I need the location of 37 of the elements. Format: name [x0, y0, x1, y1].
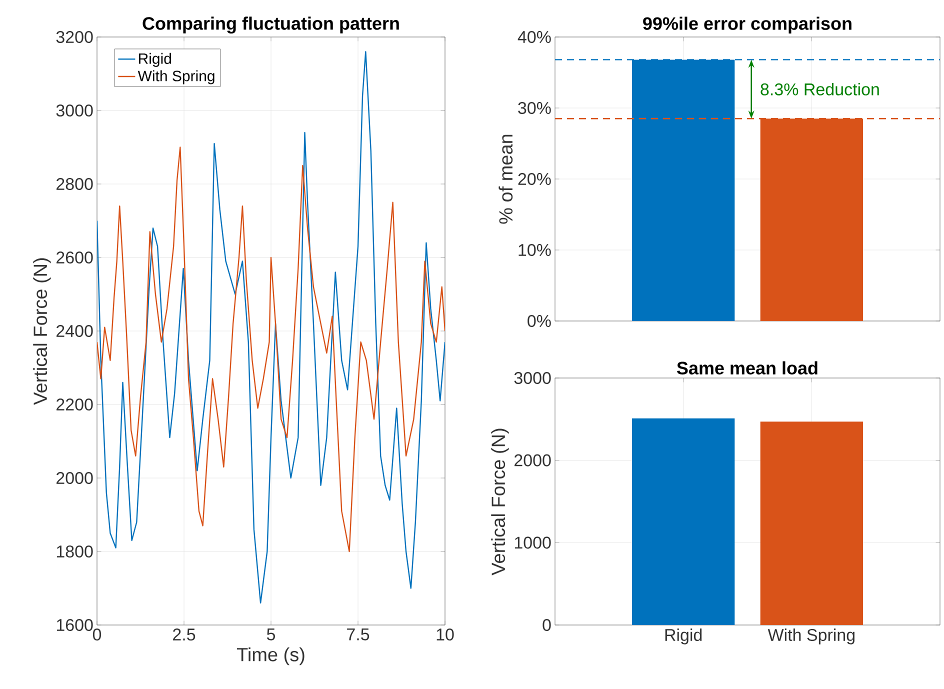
y-tick-label: 10%: [518, 244, 551, 256]
y-axis-title: % of mean: [498, 134, 513, 224]
line-series: [97, 51, 446, 604]
line-series: [97, 146, 446, 552]
y-tick-label: 1000: [514, 536, 551, 549]
x-tick-label: 0: [92, 628, 102, 641]
y-tick-label: 1600: [56, 618, 93, 632]
y-tick-label: 2000: [514, 454, 551, 466]
chart-title: 99%ile error comparison: [643, 16, 852, 34]
y-tick-label: 3200: [56, 30, 93, 44]
y-axis-title: Vertical Force (N): [33, 258, 51, 405]
y-tick-label: 0%: [528, 314, 551, 328]
y-tick-label: 2400: [56, 324, 93, 338]
chart-title: Comparing fluctuation pattern: [142, 16, 399, 34]
y-tick-label: 2600: [56, 251, 93, 264]
x-axis-title: Time (s): [236, 647, 304, 666]
x-tick-label: 2.5: [173, 628, 196, 641]
y-tick-label: 1800: [56, 545, 93, 558]
y-axis-title: Vertical Force (N): [491, 428, 509, 576]
y-tick-label: 40%: [518, 30, 551, 44]
x-tick-label: With Spring: [768, 628, 854, 644]
y-tick-label: 3000: [56, 104, 93, 117]
annotation: 8.3% Reduction: [760, 82, 879, 96]
chart-title: Same mean load: [676, 361, 818, 374]
y-tick-label: 3000: [514, 372, 551, 384]
x-tick-label: 10: [436, 628, 454, 641]
x-tick-label: 7.5: [347, 628, 370, 640]
x-tick-label: 5: [266, 628, 276, 640]
y-tick-label: 0: [542, 618, 551, 632]
y-tick-label: 2800: [56, 178, 93, 190]
x-tick-label: Rigid: [665, 628, 702, 644]
y-tick-label: 30%: [518, 102, 551, 114]
y-tick-label: 2200: [56, 398, 93, 411]
y-tick-label: 20%: [518, 172, 551, 186]
legend-label: Rigid: [139, 52, 171, 67]
legend-label: With Spring: [138, 70, 214, 84]
y-tick-label: 2000: [56, 472, 93, 484]
